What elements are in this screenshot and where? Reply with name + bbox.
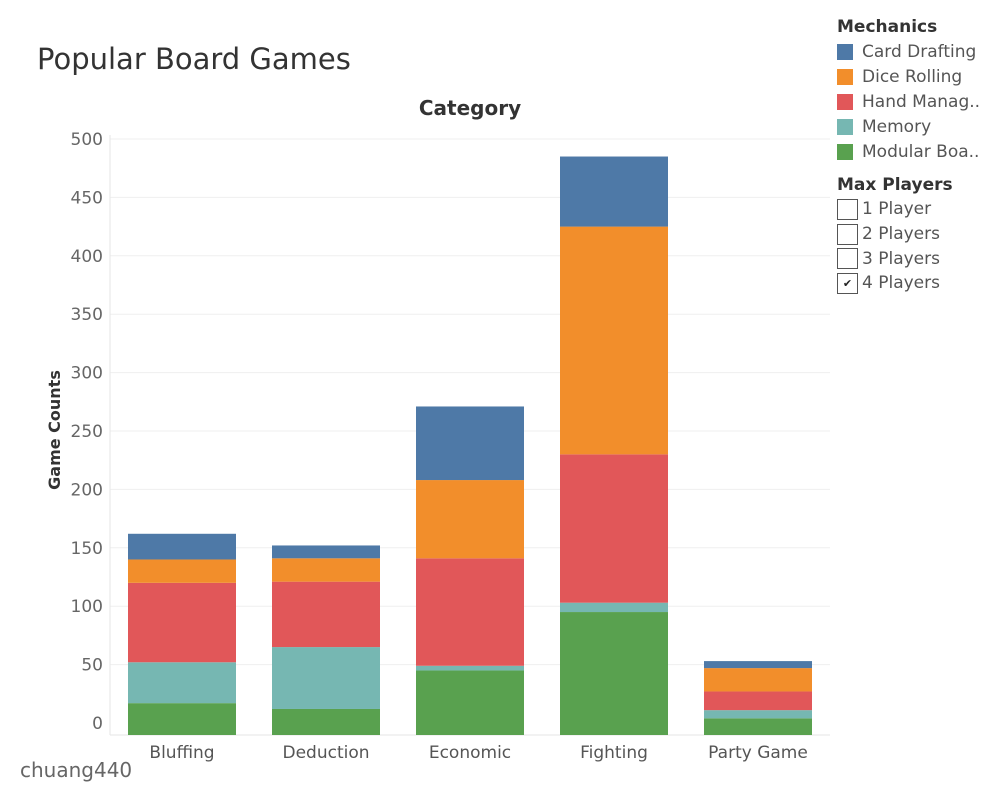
checkbox[interactable] <box>837 198 858 220</box>
legend-item-memory[interactable]: Memory <box>837 114 980 139</box>
bar-segment <box>416 670 524 735</box>
legend-swatch <box>837 43 853 60</box>
category-header: Category <box>418 96 522 120</box>
bar-segment <box>704 691 812 711</box>
filter-option-label: 4 Players <box>862 273 940 294</box>
bar-segment <box>272 545 380 559</box>
bar-segment <box>128 582 236 663</box>
y-tick-label: 200 <box>71 480 103 500</box>
bar-segment <box>704 718 812 735</box>
bar-segment <box>560 612 668 735</box>
x-tick-label: Party Game <box>708 743 808 763</box>
legend-swatch <box>837 68 853 85</box>
filter-option-label: 3 Players <box>862 248 940 269</box>
filter-option-3-players[interactable]: 3 Players <box>837 246 953 271</box>
mechanics-legend: Mechanics Card Drafting Dice Rolling Han… <box>837 17 980 164</box>
legend-item-card-drafting[interactable]: Card Drafting <box>837 39 980 64</box>
y-tick-label: 450 <box>71 188 103 208</box>
bar-segment <box>704 710 812 719</box>
filter-option-label: 2 Players <box>862 224 940 245</box>
y-tick-label: 50 <box>81 656 103 676</box>
checkbox[interactable] <box>837 248 858 270</box>
legend-item-modular-board[interactable]: Modular Boa.. <box>837 139 980 164</box>
y-axis-label: Game Counts <box>45 370 64 490</box>
bar-segment <box>560 156 668 227</box>
bar-segment <box>704 668 812 692</box>
y-tick-label: 0 <box>92 714 103 734</box>
legend-label: Modular Boa.. <box>862 141 980 162</box>
legend-swatch <box>837 143 853 160</box>
bar-segment <box>128 662 236 704</box>
y-tick-label: 150 <box>71 539 103 559</box>
legend-label: Hand Manag.. <box>862 91 981 112</box>
filter-option-2-players[interactable]: 2 Players <box>837 222 953 247</box>
legend-label: Card Drafting <box>862 41 977 62</box>
legend-item-dice-rolling[interactable]: Dice Rolling <box>837 64 980 89</box>
bar-segment <box>416 558 524 666</box>
filter-option-4-players[interactable]: ✔ 4 Players <box>837 271 953 296</box>
bar-segment <box>416 480 524 559</box>
x-tick-label: Deduction <box>282 743 369 763</box>
checkbox[interactable]: ✔ <box>837 272 858 294</box>
bar-segment <box>704 661 812 669</box>
legend-swatch <box>837 93 853 110</box>
bar-segment <box>128 533 236 560</box>
filter-option-label: 1 Player <box>862 199 932 220</box>
y-tick-label: 300 <box>71 364 103 384</box>
bar-segment <box>416 665 524 671</box>
chart-title: Popular Board Games <box>37 42 351 76</box>
y-tick-label: 400 <box>71 247 103 267</box>
legend-label: Memory <box>862 116 932 137</box>
bar-segment <box>560 602 668 613</box>
bar-segment <box>128 703 236 735</box>
bar-segment <box>560 454 668 603</box>
bar-segment <box>416 406 524 481</box>
filter-option-1-player[interactable]: 1 Player <box>837 197 953 222</box>
bar-segment <box>272 581 380 648</box>
bar-segment <box>128 559 236 583</box>
x-tick-label: Fighting <box>580 743 648 763</box>
bar-segment <box>272 708 380 735</box>
y-tick-label: 100 <box>71 597 103 617</box>
y-tick-label: 500 <box>71 130 103 150</box>
stacked-bar-chart: 0 50 100 150 200 250 300 350 400 450 500 Game Count… <box>45 130 830 763</box>
legend-label: Dice Rolling <box>862 66 963 87</box>
max-players-filter: Max Players 1 Player 2 Players 3 Players… <box>837 175 953 296</box>
filter-title: Max Players <box>837 175 953 195</box>
x-tick-label: Economic <box>429 743 511 763</box>
bar-segment <box>272 558 380 582</box>
y-tick-label: 350 <box>71 305 103 325</box>
author-watermark: chuang440 <box>20 758 133 782</box>
legend-swatch <box>837 118 853 135</box>
bar-segment <box>560 226 668 455</box>
legend-item-hand-management[interactable]: Hand Manag.. <box>837 89 980 114</box>
x-tick-label: Bluffing <box>149 743 214 763</box>
bar-segment <box>272 647 380 709</box>
y-tick-label: 250 <box>71 422 103 442</box>
legend-title: Mechanics <box>837 17 938 37</box>
checkbox[interactable] <box>837 223 858 245</box>
